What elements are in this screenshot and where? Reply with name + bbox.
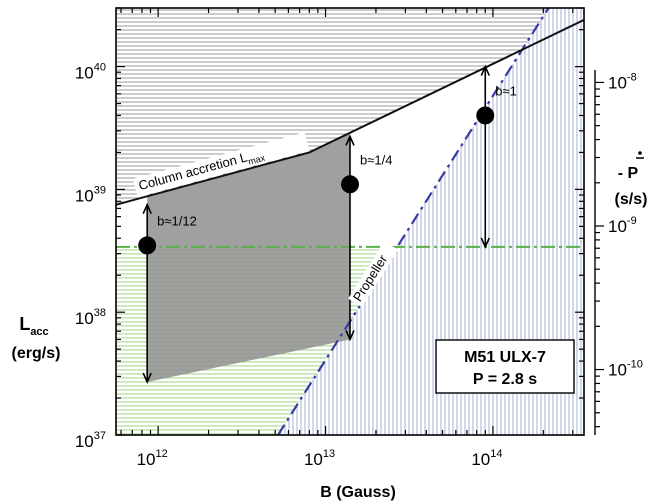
- allowed-grey-region: [147, 132, 350, 383]
- arrow-head-up-1: [142, 202, 152, 215]
- y-tick-label: 1038: [75, 307, 106, 328]
- info-box: M51 ULX-7 P = 2.8 s: [435, 339, 575, 394]
- arrow-head-up-3: [480, 64, 491, 76]
- spin-period: P = 2.8 s: [473, 371, 537, 388]
- x-tick-label: 1014: [471, 448, 502, 469]
- y2-tick-label: 10-10: [608, 359, 643, 380]
- arrow-head-down-1: [142, 372, 152, 384]
- x-axis-title: B (Gauss): [320, 484, 396, 501]
- y2-axis-title: - P: [618, 151, 644, 182]
- propeller-line: [277, 8, 550, 435]
- labels-layer: b≈1/12 b≈1/4 b≈1: [157, 83, 517, 228]
- y2-axis-title-main: - P: [618, 165, 639, 182]
- point-label-3: b≈1: [495, 83, 517, 98]
- y-tick-label: 1040: [75, 62, 106, 83]
- y2-tick-label: 10-8: [608, 71, 637, 92]
- y-axis-title-main: L: [19, 314, 30, 334]
- point-label-1: b≈1/12: [157, 213, 197, 228]
- data-point-3: [476, 106, 495, 125]
- plot-frame: [115, 7, 585, 436]
- source-name: M51 ULX-7: [464, 349, 546, 366]
- y-tick-label: 1037: [75, 430, 106, 451]
- ticks-layer: 1012 1013 1014 1037 1038 1039 1040 10-10 10-9 10-…: [75, 7, 643, 469]
- arrow-head-down-3: [480, 237, 491, 249]
- points-layer: [138, 106, 495, 255]
- pdot-dot: [638, 151, 642, 155]
- arrows-layer: [142, 64, 491, 384]
- y2-axis-unit: (s/s): [615, 191, 648, 208]
- y-tick-label: 1039: [75, 184, 106, 205]
- arrow-head-down-2: [345, 330, 355, 342]
- data-point-1: [138, 236, 157, 255]
- y2-tick-label: 10-9: [608, 215, 637, 236]
- point-label-2: b≈1/4: [360, 152, 392, 167]
- column-accretion-lmax-curve: [116, 19, 584, 206]
- arrow-head-up-2: [345, 134, 355, 146]
- data-point-2: [341, 175, 359, 194]
- x-tick-label: 1013: [304, 448, 335, 469]
- y-axis-unit: (erg/s): [12, 345, 61, 362]
- lmax-label-sub: max: [247, 153, 267, 167]
- x-tick-label: 1012: [137, 448, 168, 469]
- y-axis-title: Lacc: [19, 314, 48, 338]
- y-axis-title-sub: acc: [30, 326, 48, 338]
